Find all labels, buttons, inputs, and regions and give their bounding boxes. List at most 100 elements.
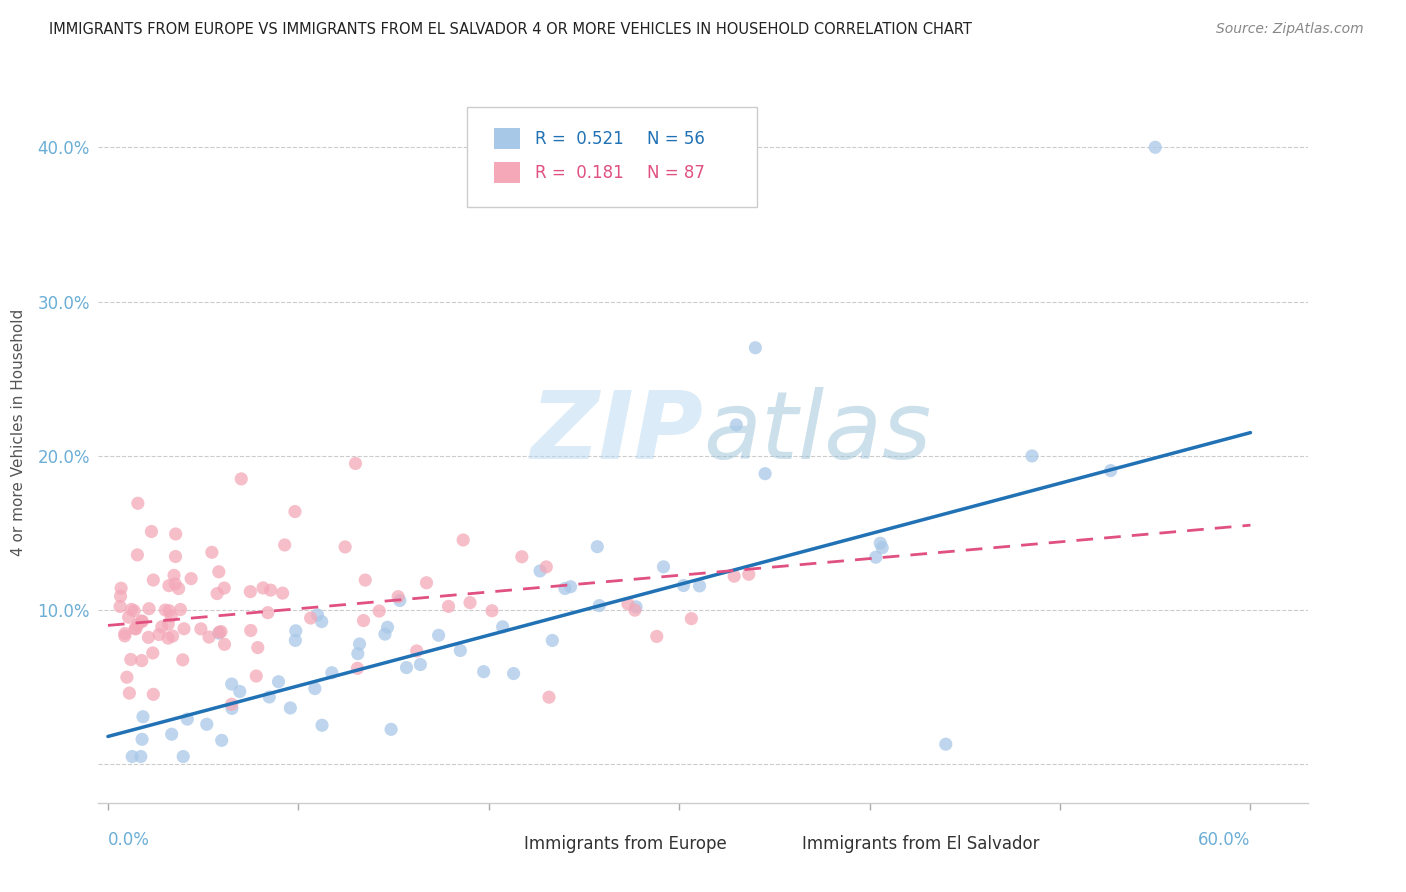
Point: [284, 504, 307, 518]
Point: [245, 669, 267, 683]
Text: ZIP: ZIP: [530, 386, 703, 479]
Text: Immigrants from Europe: Immigrants from Europe: [524, 835, 727, 854]
Point: [346, 647, 368, 661]
Point: [472, 665, 495, 679]
Point: [349, 637, 371, 651]
Point: [160, 609, 183, 624]
Point: [173, 622, 195, 636]
Text: atlas: atlas: [703, 387, 931, 478]
Point: [560, 580, 582, 594]
Point: [624, 603, 647, 617]
Point: [284, 633, 307, 648]
Point: [267, 674, 290, 689]
FancyBboxPatch shape: [769, 835, 796, 853]
Point: [935, 737, 957, 751]
Point: [529, 564, 551, 578]
Point: [617, 597, 640, 611]
Point: [121, 602, 143, 616]
Point: [588, 599, 610, 613]
Point: [208, 565, 231, 579]
Point: [176, 712, 198, 726]
Text: 0.0%: 0.0%: [108, 831, 150, 849]
Point: [110, 589, 132, 603]
FancyBboxPatch shape: [467, 107, 758, 207]
Point: [142, 687, 165, 701]
Text: Source: ZipAtlas.com: Source: ZipAtlas.com: [1216, 22, 1364, 37]
Point: [869, 536, 891, 550]
Point: [110, 581, 132, 595]
Point: [744, 341, 766, 355]
Point: [723, 569, 745, 583]
Point: [162, 629, 184, 643]
Point: [1144, 140, 1167, 154]
Point: [172, 653, 194, 667]
Text: R =  0.521: R = 0.521: [534, 129, 624, 148]
Point: [586, 540, 609, 554]
Point: [280, 701, 302, 715]
Point: [246, 640, 269, 655]
Point: [252, 581, 274, 595]
Point: [231, 472, 253, 486]
Point: [353, 614, 375, 628]
Point: [142, 646, 165, 660]
Point: [132, 710, 155, 724]
Point: [624, 599, 647, 614]
Point: [409, 657, 432, 672]
Point: [165, 527, 187, 541]
Point: [114, 629, 136, 643]
Point: [131, 732, 153, 747]
Point: [344, 457, 367, 471]
Point: [256, 606, 278, 620]
Point: [481, 604, 503, 618]
Point: [311, 718, 333, 732]
Point: [870, 541, 893, 555]
Point: [380, 723, 402, 737]
Point: [169, 602, 191, 616]
Point: [672, 578, 695, 592]
Point: [205, 586, 228, 600]
Point: [118, 686, 141, 700]
Point: [451, 533, 474, 547]
Point: [127, 548, 149, 562]
Point: [150, 620, 173, 634]
Y-axis label: 4 or more Vehicles in Household: 4 or more Vehicles in Household: [11, 309, 27, 557]
Point: [172, 749, 194, 764]
Point: [259, 583, 281, 598]
Point: [125, 622, 148, 636]
Point: [346, 661, 368, 675]
Point: [645, 629, 668, 643]
Point: [1021, 449, 1043, 463]
Point: [333, 540, 356, 554]
Point: [374, 627, 396, 641]
Point: [681, 612, 703, 626]
Point: [458, 596, 481, 610]
Point: [510, 549, 533, 564]
Point: [304, 681, 326, 696]
Point: [491, 620, 513, 634]
Point: [208, 625, 231, 640]
Point: [131, 654, 153, 668]
FancyBboxPatch shape: [494, 128, 520, 149]
Point: [131, 615, 153, 629]
Point: [211, 733, 233, 747]
Point: [195, 717, 218, 731]
Point: [124, 622, 146, 636]
Point: [121, 749, 143, 764]
Point: [427, 628, 450, 642]
Point: [138, 601, 160, 615]
Point: [738, 567, 761, 582]
Text: N = 87: N = 87: [647, 164, 706, 182]
Point: [502, 666, 524, 681]
Point: [239, 584, 262, 599]
Point: [405, 644, 427, 658]
FancyBboxPatch shape: [492, 835, 517, 853]
Point: [157, 631, 180, 645]
Point: [114, 626, 136, 640]
Point: [311, 615, 333, 629]
Point: [142, 573, 165, 587]
Point: [395, 660, 418, 674]
Text: R =  0.181: R = 0.181: [534, 164, 624, 182]
Point: [865, 550, 887, 565]
Point: [437, 599, 460, 614]
Point: [129, 749, 152, 764]
